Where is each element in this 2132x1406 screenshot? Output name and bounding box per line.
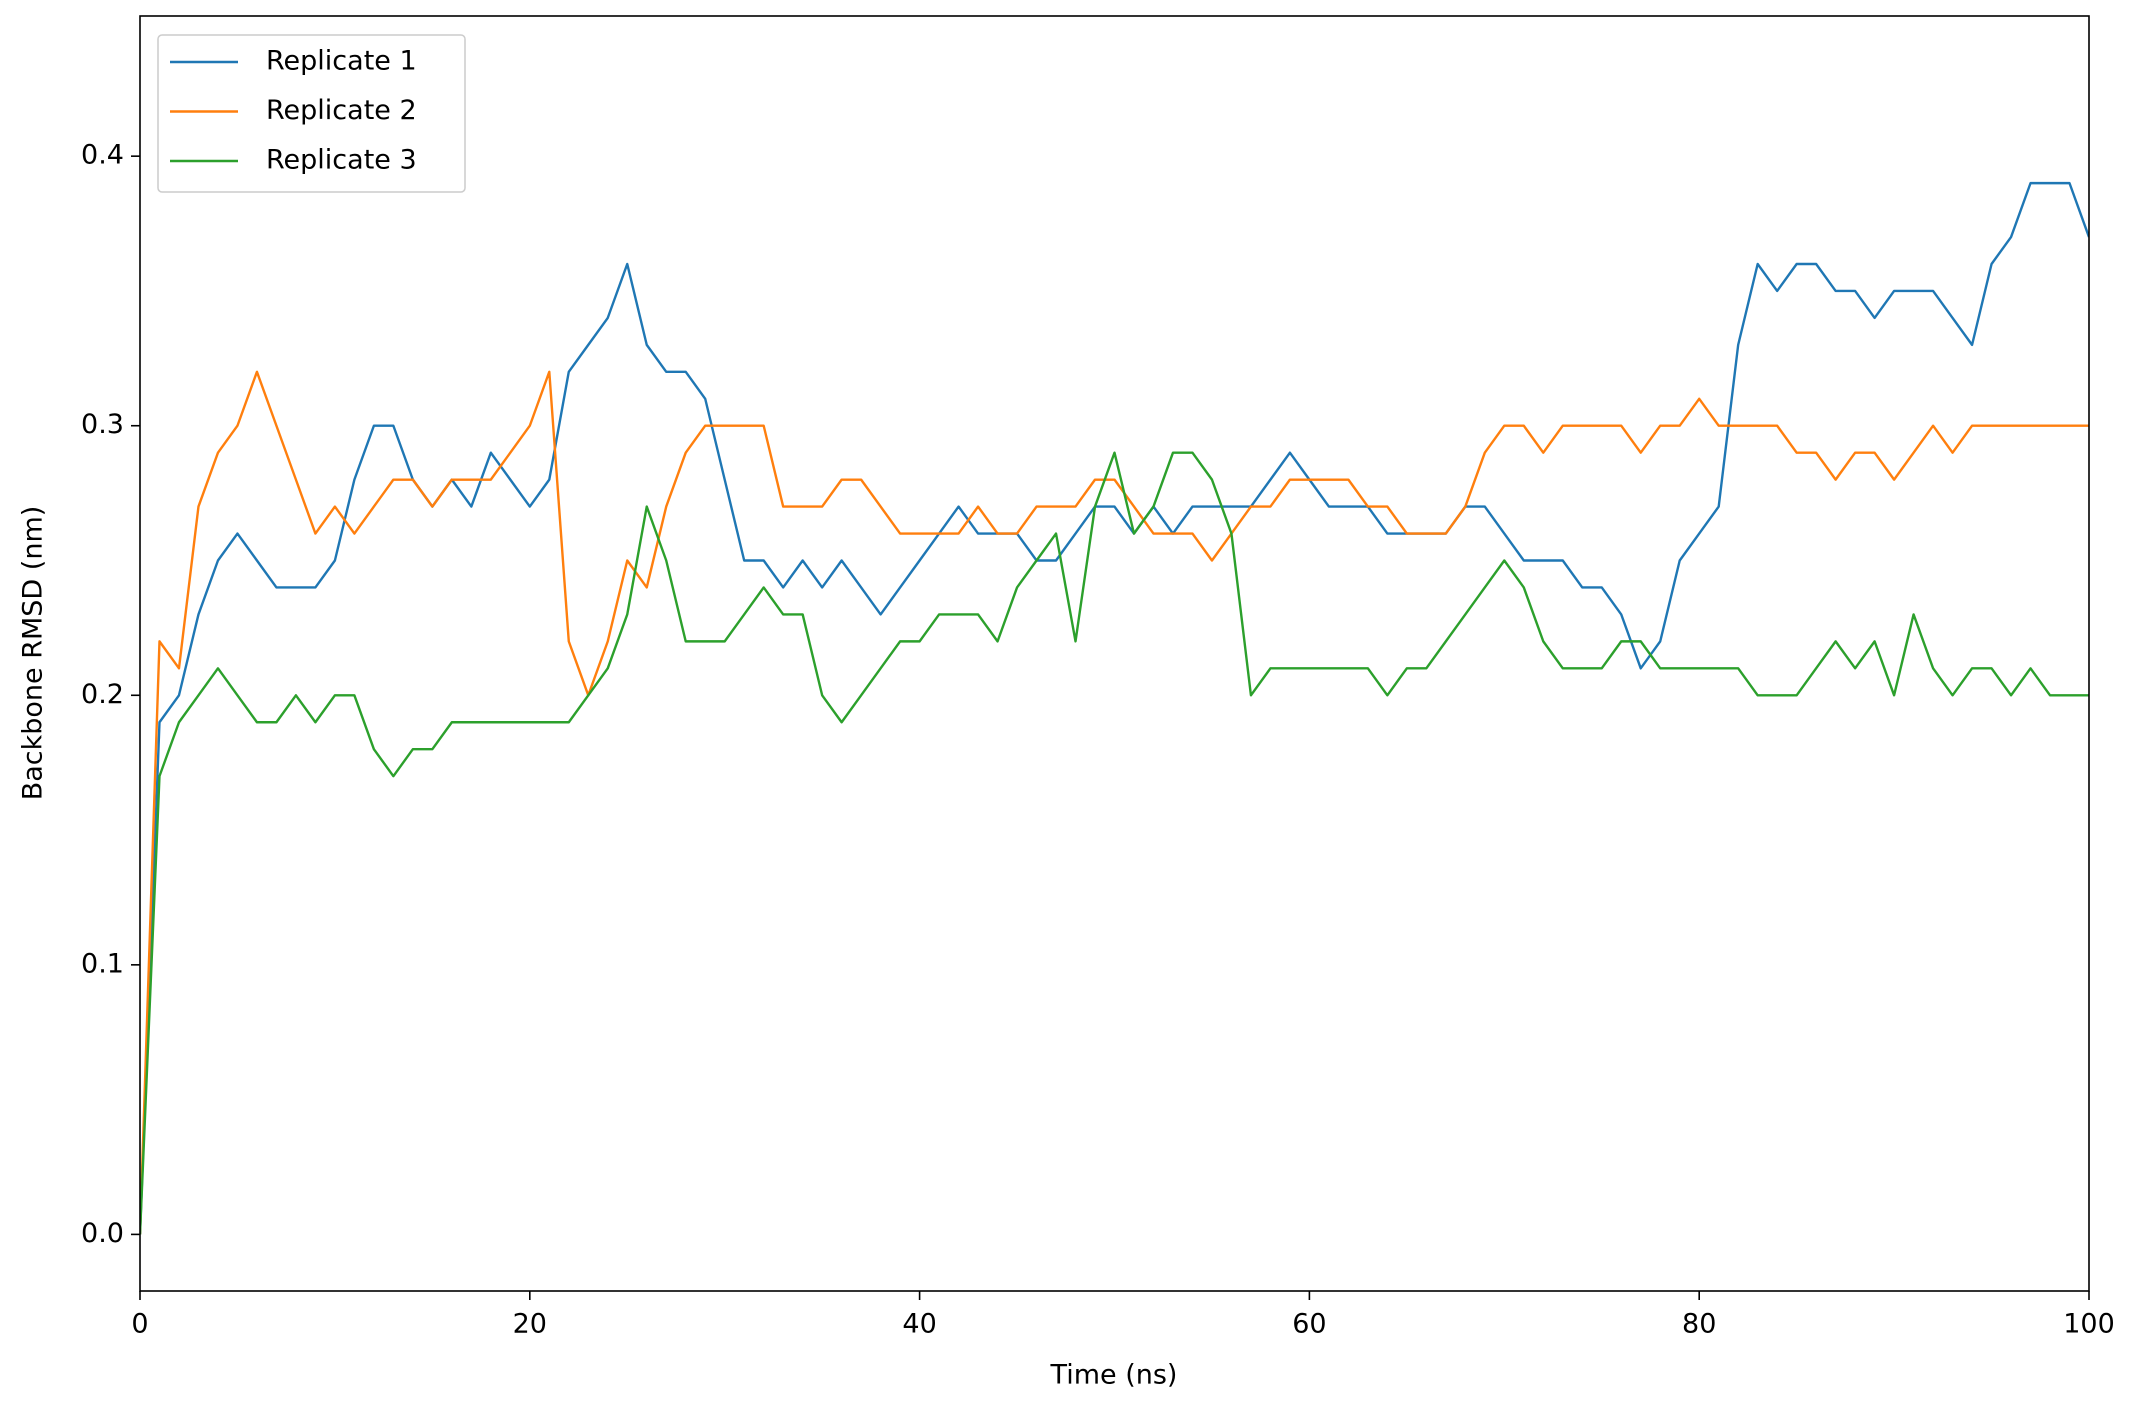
legend-label: Replicate 2 xyxy=(266,95,417,126)
x-tick-label: 0 xyxy=(131,1309,148,1340)
data-line xyxy=(140,451,2089,1235)
plot-frame xyxy=(139,15,2090,1292)
y-axis-label: Backbone RMSD (nm) xyxy=(18,506,49,801)
y-tick-label: 0.3 xyxy=(81,409,124,440)
data-line xyxy=(140,370,2089,1235)
x-tick-label: 80 xyxy=(1682,1309,1716,1340)
x-tick-label: 100 xyxy=(2063,1309,2115,1340)
legend-box xyxy=(157,34,466,193)
data-line xyxy=(140,181,2089,1235)
y-tick-label: 0.1 xyxy=(81,948,124,979)
y-tick-label: 0.2 xyxy=(81,679,124,710)
y-tick-label: 0.0 xyxy=(81,1218,124,1249)
legend-label: Replicate 1 xyxy=(266,46,417,77)
x-tick-label: 60 xyxy=(1292,1309,1326,1340)
y-tick-label: 0.4 xyxy=(81,140,124,171)
x-axis-label: Time (ns) xyxy=(1050,1360,1178,1391)
legend-label: Replicate 3 xyxy=(266,145,417,176)
x-tick-label: 20 xyxy=(513,1309,547,1340)
x-tick-label: 40 xyxy=(902,1309,936,1340)
